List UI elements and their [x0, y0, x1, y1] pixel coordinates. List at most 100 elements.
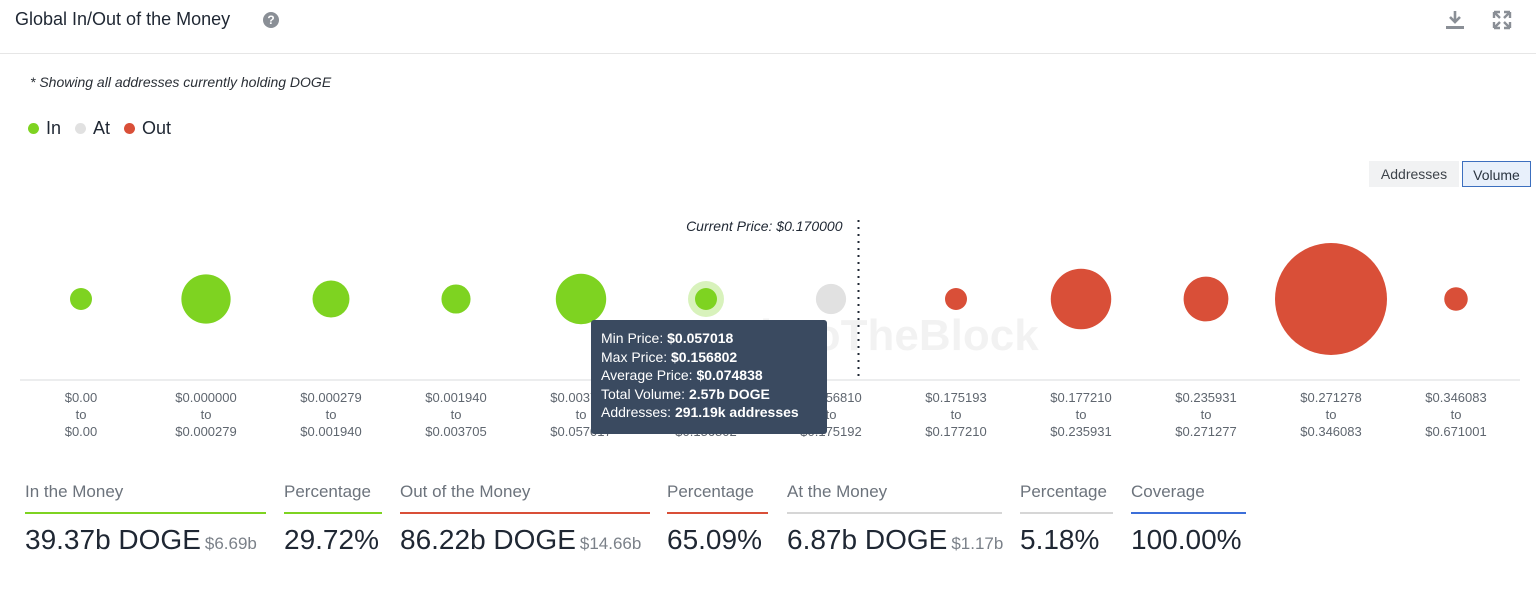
tooltip-addresses: Addresses: 291.19k addresses [601, 403, 817, 422]
fullscreen-icon[interactable] [1490, 8, 1514, 32]
stat-in-the-money: In the Money 39.37b DOGE $6.69b [25, 482, 266, 556]
x-tick-to: to [201, 407, 212, 422]
tooltip-min-value: $0.057018 [667, 330, 734, 346]
bubble-out-8[interactable] [1050, 268, 1112, 330]
stat-value-text: 29.72% [284, 524, 379, 555]
bubble-tooltip: Min Price: $0.057018 Max Price: $0.15680… [591, 320, 827, 434]
x-tick-to-value: $0.271277 [1175, 424, 1236, 439]
x-tick-to: to [76, 407, 87, 422]
stat-at-the-money: At the Money 6.87b DOGE $1.17b [787, 482, 1004, 556]
legend-label-at: At [93, 118, 111, 138]
x-tick-from: $0.175193 [925, 390, 986, 405]
x-tick-from: $0.00 [65, 390, 98, 405]
tooltip-max-label: Max Price: [601, 348, 668, 365]
stat-value-text: 100.00% [1131, 524, 1242, 555]
legend-dot-in-icon [28, 123, 39, 134]
stat-value-text: 6.87b DOGE [787, 524, 948, 555]
stat-underline [787, 512, 1002, 514]
x-tick-to-value: $0.177210 [925, 424, 986, 439]
tooltip-addr-label: Addresses: [601, 404, 672, 421]
legend-dot-at-icon [75, 123, 87, 134]
stat-usd-value: $14.66b [579, 534, 642, 553]
x-tick-to-value: $0.000279 [175, 424, 236, 439]
current-price-label: Current Price: $0.170000 [686, 218, 843, 234]
x-tick-to: to [326, 407, 337, 422]
stat-label: In the Money [25, 482, 124, 501]
bubble-out-7[interactable] [945, 288, 967, 310]
bubble-in-5[interactable] [695, 288, 717, 310]
stat-value: 39.37b DOGE $6.69b [25, 524, 266, 556]
x-tick-from: $0.271278 [1300, 390, 1361, 405]
tooltip-avg-label: Average Price: [601, 367, 693, 384]
x-tick-to: to [951, 407, 962, 422]
stat-underline [400, 512, 650, 514]
download-icon[interactable] [1443, 8, 1467, 32]
stat-label: Percentage [667, 482, 754, 501]
stat-value-text: 86.22b DOGE [400, 524, 576, 555]
x-tick-to: to [826, 407, 837, 422]
bubble-in-1[interactable] [181, 274, 231, 324]
legend-item-out[interactable]: Out [124, 118, 171, 139]
tooltip-average-price: Average Price: $0.074838 [601, 366, 817, 385]
stat-out-of-the-money: Out of the Money 86.22b DOGE $14.66b [400, 482, 650, 556]
tooltip-max-price: Max Price: $0.156802 [601, 348, 817, 367]
x-tick-to-value: $0.235931 [1050, 424, 1111, 439]
x-tick-from: $0.000279 [300, 390, 361, 405]
x-tick-to: to [1451, 407, 1462, 422]
stat-underline [25, 512, 266, 514]
stat-usd-value: $6.69b [204, 534, 257, 553]
bubble-at-6[interactable] [815, 283, 847, 315]
help-icon[interactable]: ? [263, 12, 279, 28]
x-tick-from: $0.346083 [1425, 390, 1486, 405]
x-tick-from: $0.235931 [1175, 390, 1236, 405]
x-tick-to-value: $0.671001 [1425, 424, 1486, 439]
legend-label-in: In [46, 118, 62, 138]
bubble-out-10[interactable] [1275, 243, 1387, 355]
legend-item-at[interactable]: At [75, 118, 110, 139]
x-tick-to: to [1076, 407, 1087, 422]
stat-value: 6.87b DOGE $1.17b [787, 524, 1004, 556]
x-tick-to: to [451, 407, 462, 422]
bubble-chart: intoTheBlock Current Price: $0.170000 $0… [20, 218, 1520, 439]
stat-out-percentage: Percentage 65.09% [667, 482, 768, 556]
bubble-out-11[interactable] [1444, 287, 1468, 311]
x-tick-from: $0.001940 [425, 390, 486, 405]
tooltip-max-value: $0.156802 [671, 348, 738, 365]
legend-item-in[interactable]: In [28, 118, 61, 139]
legend-dot-out-icon [124, 123, 136, 134]
chart-legend: In At Out [28, 118, 171, 139]
stat-value-text: 65.09% [667, 524, 762, 555]
stat-value: 86.22b DOGE $14.66b [400, 524, 650, 556]
stat-label: Percentage [284, 482, 371, 501]
stat-label: Percentage [1020, 482, 1107, 501]
stat-label: At the Money [787, 482, 888, 501]
widget-header: Global In/Out of the Money ? [0, 0, 1536, 54]
bubble-in-2[interactable] [312, 280, 350, 318]
stat-usd-value: $1.17b [951, 534, 1004, 553]
stat-in-percentage: Percentage 29.72% [284, 482, 382, 556]
bubble-out-9[interactable] [1183, 276, 1229, 322]
x-tick-to: to [576, 407, 587, 422]
stat-underline [284, 512, 382, 514]
tooltip-min-price: Min Price: $0.057018 [601, 329, 817, 348]
legend-label-out: Out [142, 118, 172, 138]
bubble-in-3[interactable] [441, 284, 471, 314]
stat-underline [1020, 512, 1113, 514]
tooltip-min-label: Min Price: [601, 330, 664, 346]
stat-at-percentage: Percentage 5.18% [1020, 482, 1113, 556]
stat-label: Coverage [1131, 482, 1205, 501]
tooltip-vol-label: Total Volume: [601, 385, 686, 402]
stat-value-text: 5.18% [1020, 524, 1100, 555]
stat-value-text: 39.37b DOGE [25, 524, 201, 555]
x-tick-to-value: $0.003705 [425, 424, 486, 439]
bubble-in-4[interactable] [555, 273, 607, 325]
bubble-in-0[interactable] [70, 288, 92, 310]
x-tick-to-value: $0.001940 [300, 424, 361, 439]
widget-title: Global In/Out of the Money [15, 9, 231, 29]
tooltip-total-volume: Total Volume: 2.57b DOGE [601, 385, 817, 404]
volume-toggle-button[interactable]: Volume [1462, 161, 1531, 187]
tooltip-addr-value: 291.19k addresses [674, 404, 799, 421]
addresses-toggle-button[interactable]: Addresses [1369, 161, 1459, 187]
x-tick-from: $0.000000 [175, 390, 236, 405]
stat-coverage: Coverage 100.00% [1131, 482, 1246, 556]
